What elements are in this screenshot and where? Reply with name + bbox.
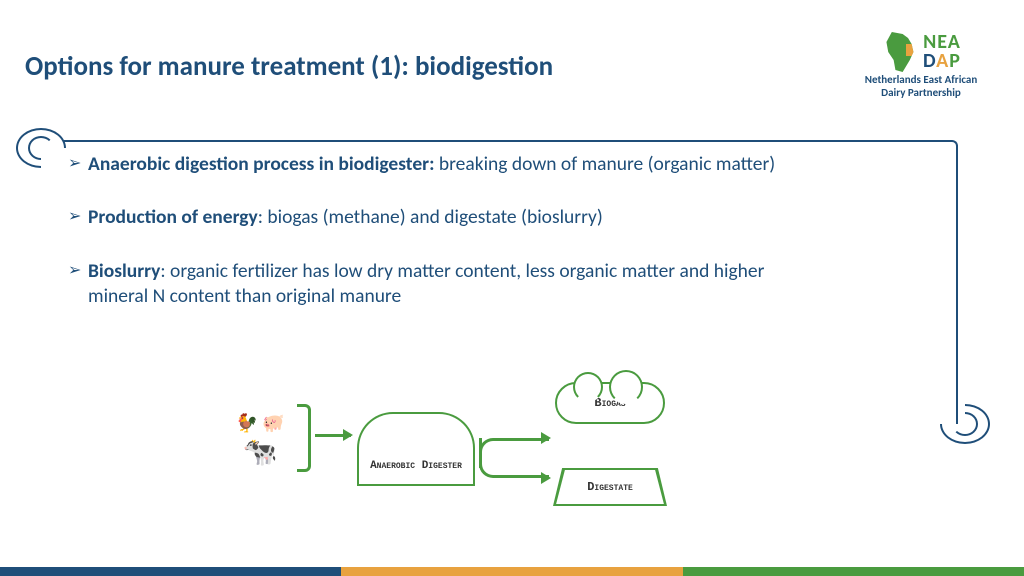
bullet-text: : biogas (methane) and digestate (bioslu… [258,205,603,229]
bullet-item: Production of energy: biogas (methane) a… [68,205,798,230]
animals-icon: 🐓🐖 🐄 [225,412,295,469]
bullet-bold: Bioslurry [88,259,160,283]
slide-title: Options for manure treatment (1): biodig… [25,50,553,83]
bracket-icon [297,404,311,472]
digestate-label: Digestate [555,470,665,504]
split-arrow-icon [479,394,539,494]
logo: NEA DAP Netherlands East AfricanDairy Pa… [846,32,996,99]
bullet-text: : organic fertilizer has low dry matter … [88,259,764,308]
bullet-bold: Anaerobic digestion process in biodigest… [88,152,439,176]
logo-text: NEA DAP [923,33,961,71]
logo-subtitle: Netherlands East AfricanDairy Partnershi… [846,74,996,99]
bullet-bold: Production of energy [88,205,258,229]
logo-line2: DAP [923,52,961,71]
biogas-node: Biogas [555,382,665,424]
process-diagram: 🐓🐖 🐄 Anaerobic Digester Biogas Digestate [225,374,685,514]
content-area: Anaerobic digestion process in biodigest… [68,152,798,337]
footer-bar [0,567,1024,576]
bullet-item: Anaerobic digestion process in biodigest… [68,152,798,177]
africa-icon [881,32,917,72]
digester-node: Anaerobic Digester [357,412,475,482]
bullet-text: breaking down of manure (organic matter) [439,152,775,176]
arrow-icon [315,434,351,437]
bullet-item: Bioslurry: organic fertilizer has low dr… [68,259,798,310]
